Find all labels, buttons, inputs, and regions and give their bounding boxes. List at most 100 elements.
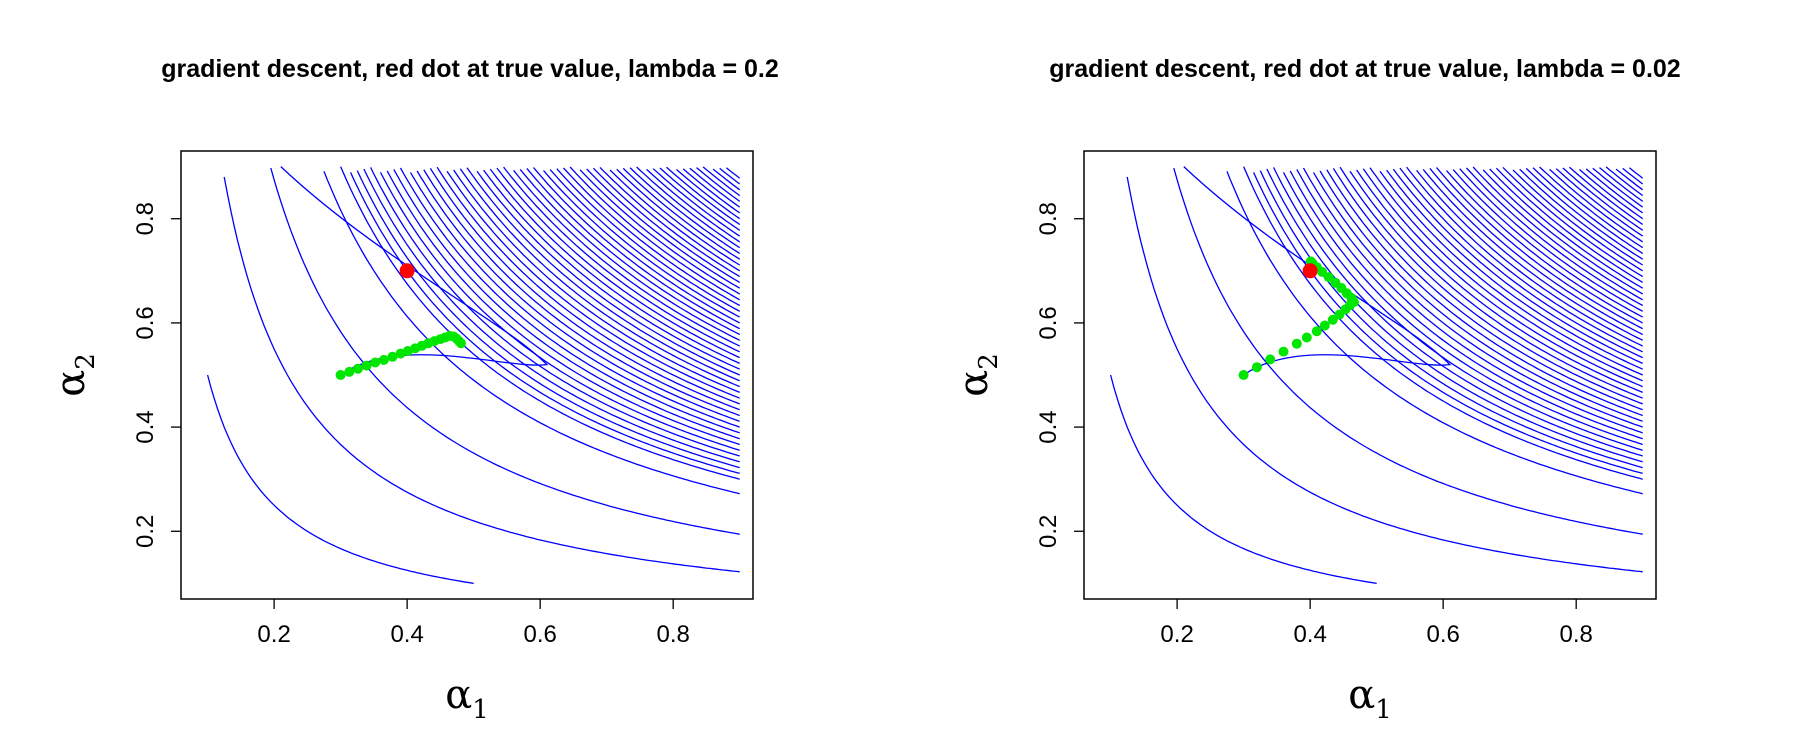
contour-line [1126,176,1643,573]
contour-line [702,166,741,197]
path-point [387,351,398,362]
y-tick-label: 0.4 [1035,410,1062,443]
contour-line [725,167,741,179]
path-point [378,354,389,365]
chart-title: gradient descent, red dot at true value,… [1049,55,1680,83]
contour-line [370,167,740,457]
path-point [1330,277,1341,288]
contour-line [1369,167,1643,382]
contour-line [666,166,741,226]
contour-line [223,176,740,573]
x-tick-label: 0.6 [523,621,556,648]
x-axis: 0.2 0.4 0.6 0.8 [1160,599,1593,648]
path-point [1265,354,1276,365]
x-tick-label: 0.2 [1160,621,1193,648]
contour-line [1459,168,1644,312]
contour-line [476,170,740,376]
contour-lines [1109,166,1644,585]
contour-line [1392,168,1643,364]
contour-line [1289,170,1643,446]
x-tick-label: 0.4 [390,621,423,648]
contour-line [1472,166,1644,301]
contour-line [206,374,474,585]
contour-line [453,169,740,393]
contour-line [1173,167,1643,535]
contour-line [519,168,740,341]
contour-line [429,168,740,411]
contour-line [386,170,740,446]
contour-line [636,166,741,249]
contour-line [323,171,740,495]
contour-line [1339,166,1643,405]
contour-line [1436,167,1643,330]
contour-line [1259,170,1643,469]
contour-line [689,167,741,208]
contour-line [496,167,740,359]
path-point [335,370,346,380]
contour-line [436,166,740,405]
contour-line [1615,168,1644,191]
contour-line [1319,170,1643,422]
gradient-path [1238,256,1359,380]
contour-line [393,169,740,440]
contour-line [1555,168,1644,237]
contour-line [446,170,740,399]
contour-line [719,167,741,185]
contour-line [466,167,740,382]
x-tick-label: 0.4 [1293,621,1326,648]
contour-line [646,168,741,243]
contour-line [1273,167,1643,457]
y-axis-label: α2 [48,353,101,397]
contour-line [586,168,741,289]
contour-line [1416,169,1643,347]
path-point [370,357,381,368]
true-value-marker [399,263,415,279]
contour-line [1599,167,1644,202]
contour-line [609,169,741,272]
contour-line [1109,374,1377,585]
contour-line [503,166,740,353]
contour-line [1362,168,1643,388]
contour-line [1525,167,1644,260]
contour-line [1253,172,1643,475]
y-axis: 0.2 0.4 0.6 0.8 [132,202,181,548]
gradient-path [335,330,466,380]
path-point [1319,320,1330,331]
y-tick-label: 0.2 [1035,515,1062,548]
contour-line [1512,169,1644,272]
path-point [1291,338,1302,349]
contour-line [599,166,741,278]
contour-line [416,170,740,422]
contour-line [399,167,740,434]
y-tick-label: 0.4 [132,410,159,443]
path-point [344,366,355,377]
contour-line [409,172,740,428]
x-axis-label: α1 [1348,672,1392,725]
y-axis: 0.2 0.4 0.6 0.8 [1035,202,1084,548]
contour-line [1422,168,1643,341]
contour-line [1592,167,1644,208]
contour-line [1429,167,1643,336]
contour-line [280,166,549,376]
contour-line [616,168,741,266]
contour-line [1628,167,1644,179]
y-tick-label: 0.8 [132,202,159,235]
contour-line [712,168,741,191]
contour-line [423,169,740,417]
contour-line [1379,170,1643,376]
x-tick-label: 0.2 [257,621,290,648]
contour-line [579,169,741,295]
y-tick-label: 0.6 [1035,306,1062,339]
plot-frame [180,150,754,600]
path-point [352,363,363,374]
contour-line [682,168,741,214]
contour-line [270,167,740,535]
contour-line [1266,168,1643,463]
true-value-point [1302,263,1318,279]
contour-line [459,168,740,388]
contour-line [1465,167,1644,307]
y-tick-label: 0.6 [132,306,159,339]
x-axis: 0.2 0.4 0.6 0.8 [257,599,690,648]
contour-line [1356,169,1643,393]
contour-line [622,167,741,260]
